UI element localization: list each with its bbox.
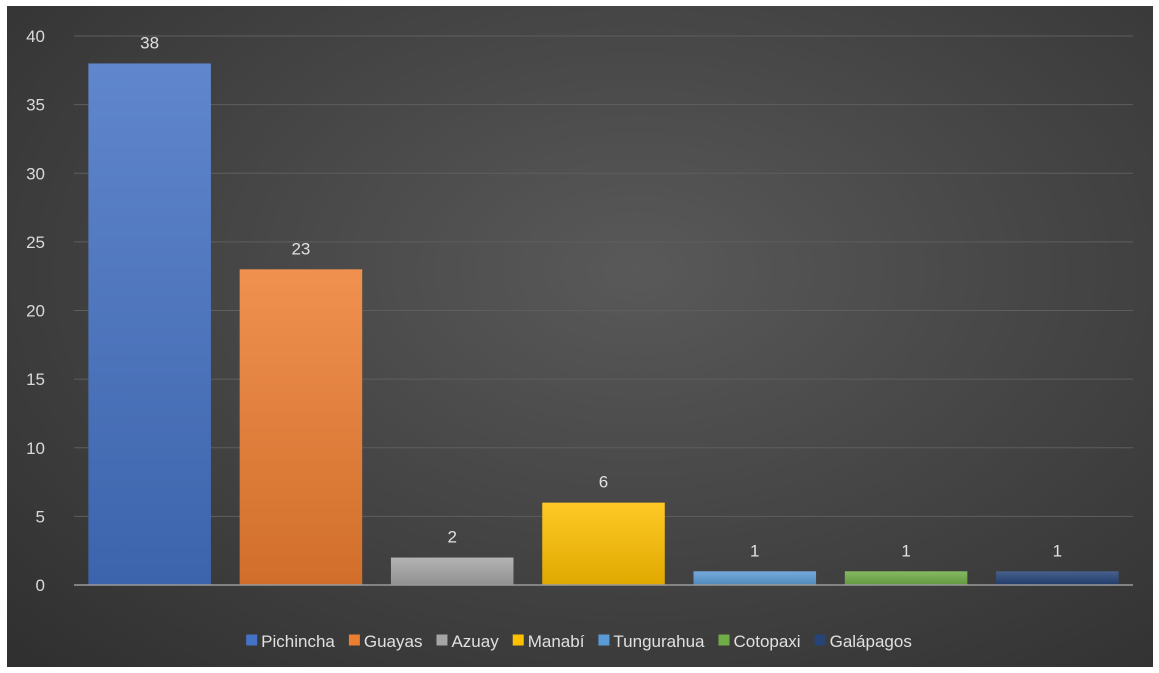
data-label-azuay: 2 <box>447 528 456 547</box>
data-label-pichincha: 38 <box>140 33 159 52</box>
data-label-cotopaxi: 1 <box>901 541 910 560</box>
y-tick-label-15: 15 <box>26 370 45 389</box>
bar-guayas <box>239 269 363 585</box>
bar-manabi <box>542 502 665 585</box>
legend-label-cotopaxi: Cotopaxi <box>733 632 800 651</box>
data-label-tungurahua: 1 <box>750 541 759 560</box>
bar-pichincha <box>88 63 211 585</box>
y-tick-label-40: 40 <box>26 27 45 46</box>
bar-cotopaxi <box>844 571 968 585</box>
legend-swatch-manabi <box>512 634 524 646</box>
legend-swatch-cotopaxi <box>718 634 730 646</box>
legend-swatch-pichincha <box>246 634 258 646</box>
legend-swatch-guayas <box>348 634 360 646</box>
y-tick-label-30: 30 <box>26 164 45 183</box>
bar-chart: 0 5 10 15 20 25 30 35 40 38 23 2 6 1 1 1 Pichincha Guay… <box>26 27 1133 651</box>
legend-swatch-azuay <box>436 634 448 646</box>
legend-item-pichincha: Pichincha <box>246 632 335 651</box>
data-labels: 38 23 2 6 1 1 1 <box>140 33 1062 560</box>
data-label-galapagos: 1 <box>1053 541 1062 560</box>
legend-swatch-galapagos <box>814 634 826 646</box>
y-tick-label-0: 0 <box>36 576 45 595</box>
legend-item-guayas: Guayas <box>348 632 423 651</box>
y-tick-label-10: 10 <box>26 439 45 458</box>
bar-tungurahua <box>693 571 817 585</box>
y-axis-ticks: 0 5 10 15 20 25 30 35 40 <box>26 27 45 595</box>
gridlines <box>74 35 1133 517</box>
legend-item-azuay: Azuay <box>436 632 499 651</box>
legend-label-galapagos: Galápagos <box>830 632 912 651</box>
bar-galapagos <box>996 571 1119 585</box>
legend-label-manabi: Manabí <box>528 632 585 651</box>
legend-label-azuay: Azuay <box>451 632 499 651</box>
legend-item-manabi: Manabí <box>512 632 585 651</box>
y-tick-label-35: 35 <box>26 96 45 115</box>
legend-item-galapagos: Galápagos <box>814 632 912 651</box>
legend-label-tungurahua: Tungurahua <box>613 632 705 651</box>
legend-label-pichincha: Pichincha <box>261 632 335 651</box>
legend-item-tungurahua: Tungurahua <box>598 632 705 651</box>
data-label-manabi: 6 <box>599 473 608 492</box>
legend-label-guayas: Guayas <box>364 632 423 651</box>
legend-swatch-tungurahua <box>598 634 610 646</box>
legend-item-cotopaxi: Cotopaxi <box>718 632 801 651</box>
data-label-guayas: 23 <box>291 239 310 258</box>
bars <box>88 63 1119 585</box>
chart-container: 0 5 10 15 20 25 30 35 40 38 23 2 6 1 1 1 Pichincha Guay… <box>7 6 1153 667</box>
y-tick-label-5: 5 <box>36 507 45 526</box>
bar-azuay <box>390 557 514 585</box>
legend: Pichincha Guayas Azuay Manabí Tungurahua Coto… <box>246 632 912 651</box>
y-tick-label-20: 20 <box>26 302 45 321</box>
y-tick-label-25: 25 <box>26 233 45 252</box>
